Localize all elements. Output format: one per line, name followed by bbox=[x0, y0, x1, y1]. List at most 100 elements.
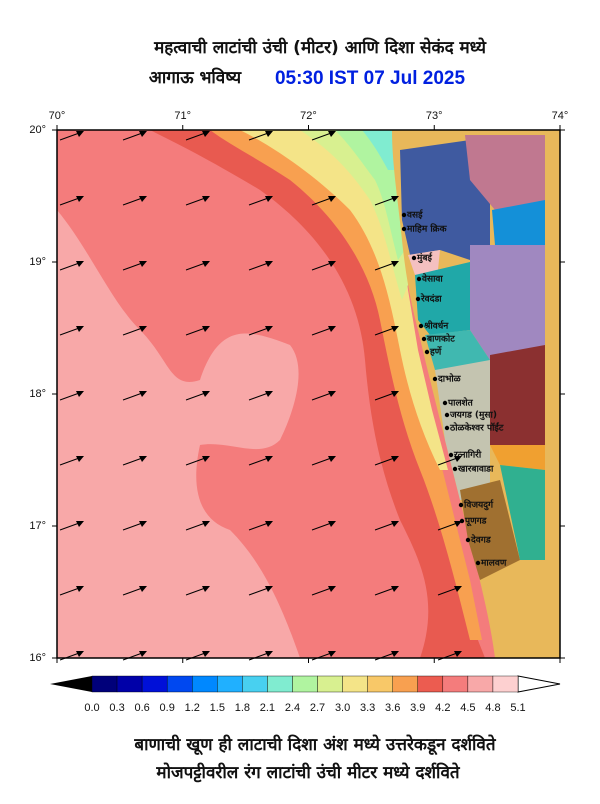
colorbar-label: 3.0 bbox=[335, 702, 350, 714]
wave-arrow-head bbox=[265, 651, 273, 657]
place-label: मालवण bbox=[480, 559, 507, 569]
place-dot bbox=[411, 255, 417, 261]
wave-arrow-head bbox=[454, 521, 462, 527]
place-dot bbox=[444, 425, 450, 431]
wave-arrow-head bbox=[139, 131, 147, 137]
lon-label: 70° bbox=[49, 110, 66, 122]
district bbox=[435, 360, 490, 500]
place-label: खारबावाडा bbox=[457, 465, 494, 475]
wave-arrow-head bbox=[139, 391, 147, 397]
place-dot bbox=[465, 537, 471, 543]
district bbox=[470, 245, 545, 360]
lat-label: 18° bbox=[29, 388, 46, 400]
place-dot bbox=[415, 296, 421, 302]
colorbar-label: 3.9 bbox=[410, 702, 425, 714]
wave-arrow-head bbox=[328, 261, 336, 267]
wave-arrow-head bbox=[202, 326, 210, 332]
wave-arrow-head bbox=[76, 586, 84, 592]
wave-arrow-head bbox=[265, 326, 273, 332]
colorbar-cell bbox=[192, 675, 218, 693]
wave-arrow-head bbox=[328, 586, 336, 592]
colorbar-label: 4.8 bbox=[485, 702, 500, 714]
colorbar-cell bbox=[217, 675, 243, 693]
colorbar-cell bbox=[342, 675, 368, 693]
place-dot bbox=[442, 400, 448, 406]
wave-arrow-head bbox=[139, 261, 147, 267]
wave-arrow-head bbox=[139, 586, 147, 592]
place-label: जयगड (मुसा) bbox=[449, 411, 497, 421]
district bbox=[490, 445, 545, 470]
wave-arrow-head bbox=[265, 261, 273, 267]
wave-arrow-head bbox=[391, 326, 399, 332]
place-label: वसई bbox=[406, 209, 424, 221]
colorbar-label: 3.3 bbox=[360, 702, 375, 714]
colorbar-cell bbox=[292, 675, 318, 693]
map bbox=[56, 129, 561, 659]
wave-arrow-head bbox=[391, 456, 399, 462]
place-dot bbox=[416, 276, 422, 282]
footer-line: बाणाची खूण ही लाटाची दिशा अंश मध्ये उत्त… bbox=[133, 734, 496, 756]
lat-label: 19° bbox=[29, 256, 46, 268]
colorbar-high-end bbox=[517, 675, 561, 693]
place-label: बाणकोट bbox=[426, 333, 455, 345]
wave-arrow-head bbox=[139, 651, 147, 657]
wave-arrow-head bbox=[265, 521, 273, 527]
place-label: हर्णे bbox=[429, 346, 442, 358]
colorbar-label: 1.5 bbox=[210, 702, 225, 714]
footer-line: मोजपट्टीवरील रंग लाटांची उंची मीटर मध्ये… bbox=[155, 762, 460, 783]
place-label: पालशेत bbox=[447, 397, 474, 409]
wave-arrow-head bbox=[391, 261, 399, 267]
place-dot bbox=[458, 502, 464, 508]
wave-arrow-head bbox=[139, 456, 147, 462]
colorbar-cell bbox=[392, 675, 418, 693]
wave-arrow-head bbox=[328, 521, 336, 527]
place-dot bbox=[401, 212, 407, 218]
wave-arrow-head bbox=[328, 196, 336, 202]
wave-arrow-head bbox=[328, 391, 336, 397]
wave-arrow-head bbox=[391, 391, 399, 397]
colorbar-label: 0.3 bbox=[109, 702, 124, 714]
colorbar-cell bbox=[116, 675, 143, 693]
title: महत्वाची लाटांची उंची (मीटर) आणि दिशा से… bbox=[153, 37, 487, 58]
subtitle: आगाऊ भविष्य bbox=[149, 67, 242, 88]
colorbar-low-end bbox=[50, 676, 92, 692]
colorbar-cell bbox=[317, 675, 343, 693]
sea-cyan bbox=[362, 130, 397, 170]
place-dot bbox=[418, 323, 424, 329]
place-label: श्रीवर्धन bbox=[423, 320, 449, 332]
district bbox=[492, 200, 545, 245]
place-dot bbox=[459, 518, 465, 524]
colorbar-label: 0.9 bbox=[160, 702, 175, 714]
wave-arrow-head bbox=[454, 586, 462, 592]
wave-arrow-head bbox=[202, 261, 210, 267]
colorbar-label: 4.5 bbox=[460, 702, 475, 714]
wave-arrow-head bbox=[76, 131, 84, 137]
wave-arrow-head bbox=[328, 131, 336, 137]
sea-low bbox=[57, 210, 300, 658]
lat-label: 17° bbox=[29, 520, 46, 532]
place-label: माहिम क्रिक bbox=[406, 223, 448, 235]
wave-arrow-head bbox=[454, 456, 462, 462]
wave-arrow-head bbox=[202, 456, 210, 462]
wave-arrow-head bbox=[391, 196, 399, 202]
wave-arrow-head bbox=[265, 391, 273, 397]
colorbar-cell bbox=[242, 675, 268, 693]
place-label: वेसावा bbox=[421, 273, 443, 285]
place-dot bbox=[424, 349, 430, 355]
place-label: ठोळकेश्वर पॉईंट bbox=[449, 422, 504, 434]
place-label: विजयदुर्ग bbox=[463, 499, 494, 511]
district bbox=[415, 262, 470, 335]
colorbar-cell bbox=[467, 675, 494, 693]
place-dot bbox=[401, 226, 407, 232]
colorbar-label: 2.1 bbox=[260, 702, 275, 714]
place-dot bbox=[452, 466, 458, 472]
wave-arrow-head bbox=[139, 521, 147, 527]
wave-arrow-head bbox=[139, 196, 147, 202]
sea-orange bbox=[210, 130, 482, 640]
place-dot bbox=[444, 412, 450, 418]
place-label: रत्नागिरी bbox=[453, 449, 482, 461]
wave-arrow-head bbox=[265, 196, 273, 202]
lat-label: 16° bbox=[29, 652, 46, 664]
colorbar-label: 2.4 bbox=[285, 702, 300, 714]
